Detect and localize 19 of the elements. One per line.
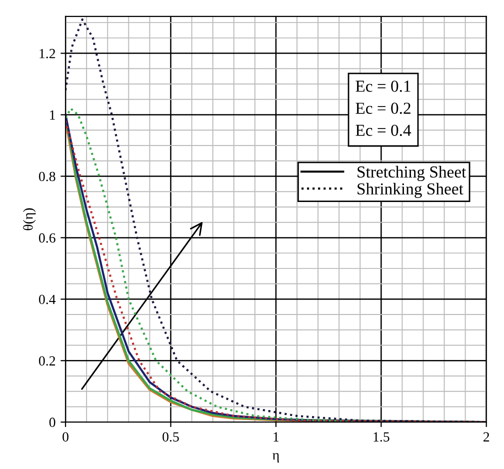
annotation: Ec = 0.1 <box>356 80 410 92</box>
y-tick-label: 0 <box>49 418 56 428</box>
annotation: Stretching Sheet <box>358 166 466 182</box>
x-tick-label: 1.5 <box>374 432 390 442</box>
y-tick-label: 0.2 <box>38 356 56 366</box>
y-tick-label: 1.2 <box>40 48 56 58</box>
x-axis-title: η <box>272 453 279 463</box>
y-tick-label: 0.8 <box>38 172 56 182</box>
annotation: Ec = 0.4 <box>356 124 412 136</box>
x-tick-label: 0 <box>62 432 68 442</box>
annotation: Shrinking Sheet <box>358 182 464 198</box>
y-tick-label: 0.4 <box>38 294 56 304</box>
x-tick-label: 1 <box>274 432 279 442</box>
y-axis-title: θ(η) <box>22 208 36 230</box>
y-tick-label: 0.6 <box>38 233 56 243</box>
x-tick-label: 0.5 <box>162 432 179 442</box>
annotation: Ec = 0.2 <box>356 102 410 114</box>
y-tick-label: 1 <box>50 110 55 120</box>
x-tick-label: 2 <box>484 432 490 442</box>
